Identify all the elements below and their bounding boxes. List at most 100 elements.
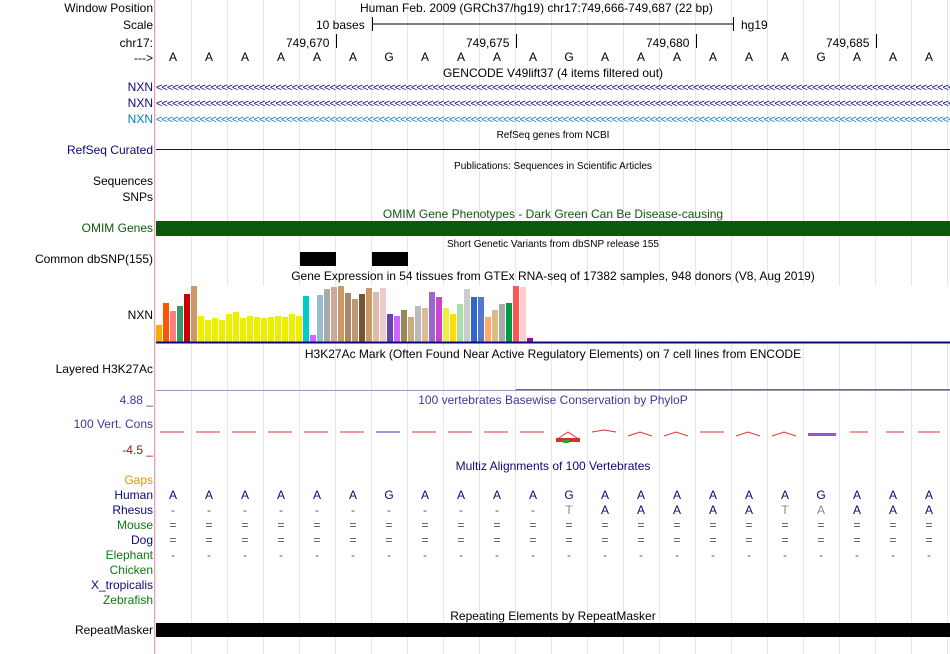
alignment-base: - — [459, 548, 463, 562]
alignment-base: = — [493, 533, 501, 547]
phylop-label[interactable]: 100 Vert. Cons — [73, 417, 153, 431]
alignment-base: - — [423, 503, 427, 517]
dna-base: A — [240, 50, 249, 64]
alignment-base: - — [315, 548, 319, 562]
gene-feature-chevrons[interactable]: <<<<<<<<<<<<<<<<<<<<<<<<<<<<<<<<<<<<<<<<… — [156, 98, 950, 110]
alignment-base: - — [279, 503, 283, 517]
repeat-element[interactable] — [156, 623, 950, 637]
alignment-base: A — [600, 503, 609, 517]
dna-base: A — [636, 50, 645, 64]
dna-base: A — [744, 50, 753, 64]
alignment-base: = — [709, 518, 717, 532]
repeatmasker-label[interactable]: RepeatMasker — [74, 623, 153, 637]
species-label[interactable]: Mouse — [116, 518, 153, 532]
alignment-base: T — [565, 503, 573, 517]
dna-base: A — [888, 50, 897, 64]
dna-base: A — [204, 50, 213, 64]
alignment-base: A — [672, 503, 681, 517]
alignment-base: = — [925, 533, 933, 547]
species-label[interactable]: Chicken — [109, 563, 153, 577]
gene-feature-chevrons[interactable]: <<<<<<<<<<<<<<<<<<<<<<<<<<<<<<<<<<<<<<<<… — [156, 114, 950, 126]
dbsnp-label[interactable]: Common dbSNP(155) — [34, 252, 153, 266]
alignment-base: - — [243, 548, 247, 562]
alignment-base: A — [816, 503, 825, 517]
alignment-base: - — [711, 548, 715, 562]
alignment-base: - — [387, 548, 391, 562]
omim-label[interactable]: OMIM Genes — [81, 221, 153, 235]
scale-text: 10 bases — [316, 18, 365, 32]
gene-label-nxn[interactable]: NXN — [127, 96, 153, 110]
alignment-base: = — [637, 533, 645, 547]
species-label[interactable]: X_tropicalis — [90, 578, 153, 592]
gtex-label[interactable]: NXN — [127, 308, 153, 322]
alignment-base: = — [853, 533, 861, 547]
alignment-base: - — [351, 503, 355, 517]
alignment-base: G — [816, 488, 826, 502]
ruler-tick-mark — [336, 34, 337, 48]
alignment-base: = — [457, 518, 465, 532]
snp-feature[interactable] — [372, 252, 408, 266]
alignment-base: = — [205, 533, 213, 547]
dna-base: A — [672, 50, 681, 64]
phylop-max-label: 4.88 _ — [119, 393, 153, 407]
alignment-base: = — [637, 518, 645, 532]
refseq-line — [156, 149, 950, 150]
refseq-label[interactable]: RefSeq Curated — [66, 143, 153, 157]
alignment-base: = — [601, 518, 609, 532]
alignment-base: A — [528, 488, 537, 502]
sequences-label[interactable]: Sequences — [92, 174, 153, 188]
alignment-base: = — [817, 533, 825, 547]
alignment-base: A — [600, 488, 609, 502]
species-label[interactable]: Elephant — [105, 548, 153, 562]
species-label[interactable]: Dog — [130, 533, 153, 547]
species-label[interactable]: Zebrafish — [102, 593, 153, 607]
ruler-tick-label: 749,685 — [826, 36, 870, 50]
alignment-base: - — [927, 548, 931, 562]
alignment-base: A — [420, 488, 429, 502]
gene-label-nxn[interactable]: NXN — [127, 80, 153, 94]
dna-base: A — [420, 50, 429, 64]
alignment-base: A — [168, 488, 177, 502]
alignment-base: A — [492, 488, 501, 502]
alignment-base: - — [351, 548, 355, 562]
assembly-label: hg19 — [741, 18, 768, 32]
alignment-base: = — [565, 533, 573, 547]
refseq-track-title: RefSeq genes from NCBI — [496, 130, 610, 141]
h3k27ac-label[interactable]: Layered H3K27Ac — [55, 362, 153, 376]
dna-base: G — [816, 50, 826, 64]
gene-label-nxn[interactable]: NXN — [127, 112, 153, 126]
alignment-base: = — [313, 533, 321, 547]
alignment-base: = — [925, 518, 933, 532]
alignment-base: A — [708, 503, 717, 517]
gaps-label[interactable]: Gaps — [124, 473, 153, 487]
dna-base: A — [312, 50, 321, 64]
ruler-tick-mark — [516, 34, 517, 48]
label-divider — [154, 0, 155, 654]
alignment-base: - — [459, 503, 463, 517]
alignment-base: = — [493, 518, 501, 532]
alignment-base: - — [567, 548, 571, 562]
omim-feature[interactable] — [156, 221, 950, 236]
species-label[interactable]: Rhesus — [112, 503, 153, 517]
dna-base: A — [276, 50, 285, 64]
alignment-base: = — [817, 518, 825, 532]
alignment-base: - — [171, 548, 175, 562]
snps-label[interactable]: SNPs — [122, 190, 153, 204]
species-label[interactable]: Human — [114, 488, 153, 502]
alignment-base: - — [243, 503, 247, 517]
alignment-base: A — [852, 488, 861, 502]
gene-feature-chevrons[interactable]: <<<<<<<<<<<<<<<<<<<<<<<<<<<<<<<<<<<<<<<<… — [156, 82, 950, 94]
alignment-base: A — [636, 488, 645, 502]
alignment-base: = — [601, 533, 609, 547]
alignment-base: - — [279, 548, 283, 562]
alignment-base: A — [708, 488, 717, 502]
ruler-tick-label: 749,680 — [646, 36, 690, 50]
alignment-base: - — [495, 503, 499, 517]
alignment-base: - — [171, 503, 175, 517]
ruler-tick-mark — [876, 34, 877, 48]
alignment-base: = — [277, 533, 285, 547]
snp-feature[interactable] — [300, 252, 336, 266]
